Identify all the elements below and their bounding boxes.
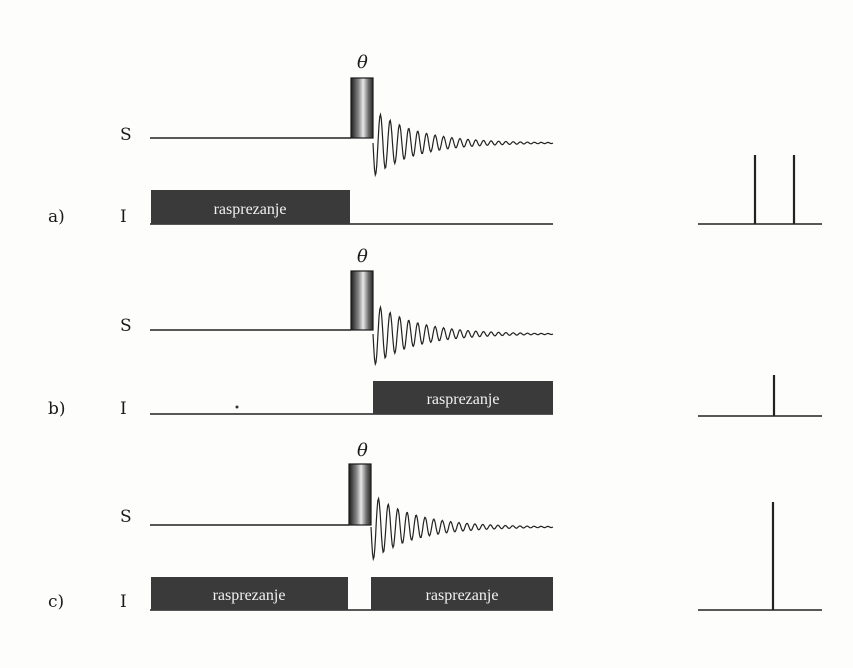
decoupling-bar-b-after <box>373 381 553 414</box>
experiment-label-c: c) <box>48 592 64 612</box>
decoupling-label-c-before: rasprezanje <box>213 587 286 604</box>
decoupling-label-c-after: rasprezanje <box>426 587 499 604</box>
decoupling-bar-c-after <box>371 577 553 610</box>
i-channel-label-b: I <box>120 399 127 419</box>
experiment-a: S θ a) I rasprezanje <box>48 52 822 227</box>
theta-pulse-a <box>350 77 374 139</box>
i-channel-label-c: I <box>120 592 127 612</box>
experiment-c: S θ c) I rasprezanje rasprezanje <box>48 440 822 612</box>
theta-pulse-b <box>350 270 374 331</box>
fid-signal-b <box>372 304 554 367</box>
speck-dot <box>235 405 239 409</box>
fid-signal-a <box>372 112 554 178</box>
s-channel-label-c: S <box>120 507 132 527</box>
s-channel-label-a: S <box>120 125 132 145</box>
decoupling-label-a-before: rasprezanje <box>214 201 287 218</box>
experiment-label-b: b) <box>48 399 66 419</box>
fid-signal-c <box>370 496 554 562</box>
theta-label-c: θ <box>357 440 368 461</box>
theta-label-a: θ <box>357 52 368 73</box>
decoupling-bar-c-before <box>151 577 348 610</box>
theta-pulse-c <box>348 463 372 526</box>
theta-label-b: θ <box>357 246 368 267</box>
experiment-label-a: a) <box>48 207 65 227</box>
experiment-b: S θ b) I rasprezanje <box>48 246 822 419</box>
s-channel-label-b: S <box>120 316 132 336</box>
i-channel-label-a: I <box>120 207 127 227</box>
decoupling-bar-a-before <box>151 190 350 224</box>
decoupling-label-b-after: rasprezanje <box>427 391 500 408</box>
